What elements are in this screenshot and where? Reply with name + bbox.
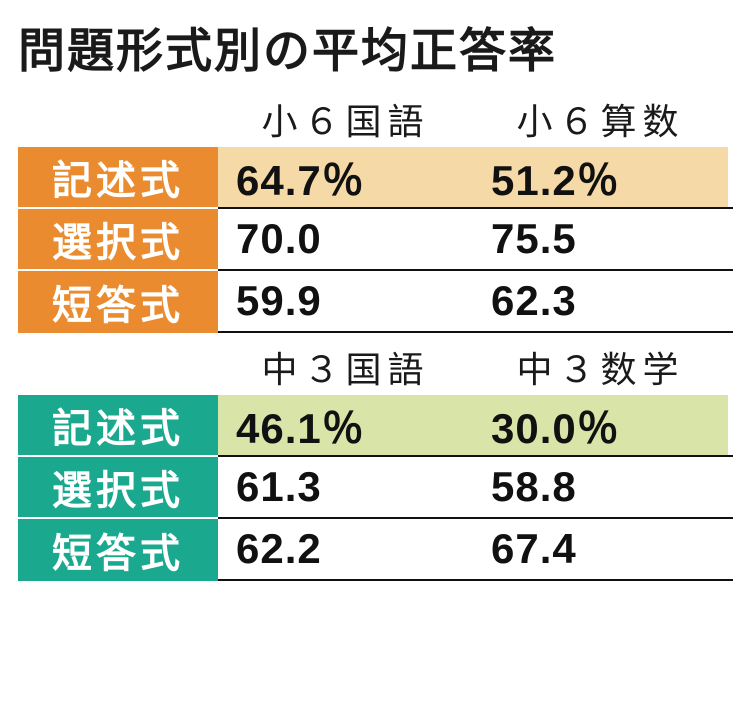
row-label: 記述式 [18,147,218,209]
cell: 61.3 [218,457,473,517]
table-junior-high: 中３国語 中３数学 記述式 46.1％ 30.0％ 選択式 61.3 58.8 … [18,339,733,581]
cell: 30.0％ [473,395,728,455]
col-header: 小６算数 [473,91,728,147]
row-label: 選択式 [18,457,218,519]
cell: 51.2％ [473,147,728,207]
cell: 75.5 [473,209,728,269]
table-row: 短答式 59.9 62.3 [18,271,733,333]
col-header: 中３国語 [218,339,473,395]
table-row: 短答式 62.2 67.4 [18,519,733,581]
page-title: 問題形式別の平均正答率 [18,12,733,81]
cell: 62.2 [218,519,473,579]
row-label: 短答式 [18,271,218,333]
row-label: 選択式 [18,209,218,271]
cell: 70.0 [218,209,473,269]
row-label: 短答式 [18,519,218,581]
table-elementary: 小６国語 小６算数 記述式 64.7％ 51.2％ 選択式 70.0 75.5 … [18,91,733,333]
row-label: 記述式 [18,395,218,457]
cell: 58.8 [473,457,728,517]
table-row: 選択式 61.3 58.8 [18,457,733,519]
col-header: 小６国語 [218,91,473,147]
table-row: 選択式 70.0 75.5 [18,209,733,271]
cell: 59.9 [218,271,473,331]
column-headers: 中３国語 中３数学 [18,339,733,395]
cell: 67.4 [473,519,728,579]
cell: 46.1％ [218,395,473,455]
table-row: 記述式 46.1％ 30.0％ [18,395,733,457]
cell: 62.3 [473,271,728,331]
cell: 64.7％ [218,147,473,207]
table-row: 記述式 64.7％ 51.2％ [18,147,733,209]
col-header: 中３数学 [473,339,728,395]
column-headers: 小６国語 小６算数 [18,91,733,147]
